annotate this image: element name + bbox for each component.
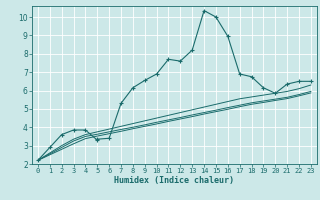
X-axis label: Humidex (Indice chaleur): Humidex (Indice chaleur) [115, 176, 234, 185]
